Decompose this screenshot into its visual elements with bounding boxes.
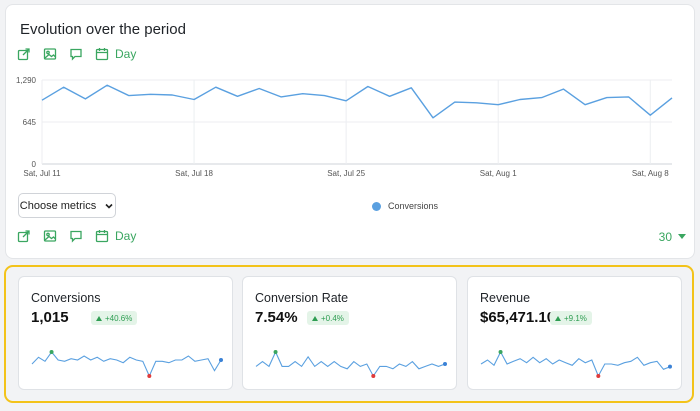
calendar-icon xyxy=(95,229,109,243)
up-arrow-icon xyxy=(312,315,318,321)
line-chart: 0 645 1,290 Sat, Jul 11 Sat, Jul 18 Sat, Jul … xyxy=(16,76,674,178)
image-icon[interactable] xyxy=(43,229,57,243)
sparkline-max-dot xyxy=(49,350,54,354)
data-point xyxy=(41,99,44,102)
data-point xyxy=(193,98,196,101)
change-badge: +40.6% xyxy=(91,311,138,325)
card-label: Conversions xyxy=(31,291,101,305)
period-label: Day xyxy=(115,229,137,243)
data-point xyxy=(649,114,652,117)
data-point xyxy=(562,88,565,91)
calendar-icon xyxy=(95,47,109,61)
caret-down-icon xyxy=(678,234,686,239)
card-label: Conversion Rate xyxy=(255,291,349,305)
sparkline-last-dot xyxy=(219,358,223,362)
up-arrow-icon xyxy=(96,315,102,321)
data-point xyxy=(497,103,500,106)
data-point xyxy=(366,85,369,88)
x-tick-label: Sat, Aug 1 xyxy=(480,169,517,178)
x-tick-label: Sat, Jul 25 xyxy=(327,169,365,178)
card-value: $65,471.10 xyxy=(480,309,556,326)
card-value: 1,015 xyxy=(31,309,69,326)
sparkline-path xyxy=(31,351,222,378)
sparkline-min-dot xyxy=(596,374,601,378)
sparkline-max-dot xyxy=(273,350,278,354)
change-badge: +9.1% xyxy=(550,311,592,325)
sparkline xyxy=(31,350,223,378)
metric-card-conversions[interactable]: Conversions 1,015 +40.6% xyxy=(18,276,233,390)
change-value: +0.4% xyxy=(321,313,344,323)
data-point xyxy=(323,94,326,97)
data-point xyxy=(84,97,87,100)
data-point xyxy=(345,99,348,102)
top-toolbar: Day xyxy=(17,45,136,63)
metric-card-revenue[interactable]: Revenue $65,471.10 +9.1% xyxy=(467,276,682,390)
sparkline-last-dot xyxy=(443,362,447,366)
change-badge: +0.4% xyxy=(307,311,349,325)
image-icon[interactable] xyxy=(43,47,57,61)
sparkline-max-dot xyxy=(498,350,503,354)
bottom-toolbar: Day xyxy=(17,227,136,245)
data-point xyxy=(627,95,630,98)
data-point xyxy=(236,95,239,98)
sparkline xyxy=(480,350,672,378)
data-point xyxy=(301,92,304,95)
change-value: +40.6% xyxy=(105,313,133,323)
data-point xyxy=(127,94,130,97)
sparkline xyxy=(255,350,447,378)
export-icon[interactable] xyxy=(17,229,31,243)
data-point xyxy=(453,101,456,104)
data-point xyxy=(214,86,217,89)
legend-dot xyxy=(372,201,381,211)
data-point xyxy=(518,98,521,101)
period-selector[interactable]: Day xyxy=(95,47,136,61)
export-icon[interactable] xyxy=(17,47,31,61)
y-tick-label: 0 xyxy=(32,160,37,169)
conversions-series-line xyxy=(41,84,673,119)
data-point xyxy=(671,96,674,99)
up-arrow-icon xyxy=(555,315,561,321)
page-size-value: 30 xyxy=(658,230,672,244)
data-point xyxy=(475,101,478,104)
x-tick-label: Sat, Jul 11 xyxy=(23,169,61,178)
data-point xyxy=(106,84,109,87)
data-point xyxy=(171,93,174,96)
sparkline-min-dot xyxy=(371,374,376,378)
sparkline-path xyxy=(255,350,446,378)
sparkline-last-dot xyxy=(668,364,672,369)
data-point xyxy=(388,95,391,98)
panel-title: Evolution over the period xyxy=(20,21,186,38)
chevron-down-icon xyxy=(105,203,113,209)
period-label: Day xyxy=(115,47,137,61)
sparkline-section-highlight xyxy=(4,265,694,403)
x-tick-label: Sat, Jul 18 xyxy=(175,169,213,178)
data-point xyxy=(279,95,282,98)
data-point xyxy=(410,86,413,89)
comment-icon[interactable] xyxy=(69,229,83,243)
y-tick-label: 1,290 xyxy=(16,76,37,85)
data-point xyxy=(258,87,261,90)
data-point xyxy=(540,96,543,99)
data-point xyxy=(432,116,435,119)
period-selector[interactable]: Day xyxy=(95,229,136,243)
card-label: Revenue xyxy=(480,291,531,305)
evolution-panel: Evolution over the period Day Choose met… xyxy=(5,4,695,259)
data-point xyxy=(62,86,65,89)
choose-metrics-label: Choose metrics xyxy=(19,199,97,212)
x-tick-label: Sat, Aug 8 xyxy=(632,169,669,178)
y-tick-label: 645 xyxy=(23,118,37,127)
change-value: +9.1% xyxy=(564,313,587,323)
sparkline-path xyxy=(480,350,671,378)
page-size-selector[interactable]: 30 xyxy=(659,230,686,244)
legend-label: Conversions xyxy=(388,201,439,211)
card-value: 7.54% xyxy=(255,309,298,326)
sparkline-min-dot xyxy=(147,374,152,378)
data-point xyxy=(584,103,587,106)
comment-icon[interactable] xyxy=(69,47,83,61)
chart-legend[interactable]: Conversions xyxy=(372,201,438,211)
data-point xyxy=(605,96,608,99)
data-point xyxy=(149,93,152,96)
metric-card-conversion-rate[interactable]: Conversion Rate 7.54% +0.4% xyxy=(242,276,457,390)
choose-metrics-button[interactable]: Choose metrics xyxy=(18,193,116,218)
